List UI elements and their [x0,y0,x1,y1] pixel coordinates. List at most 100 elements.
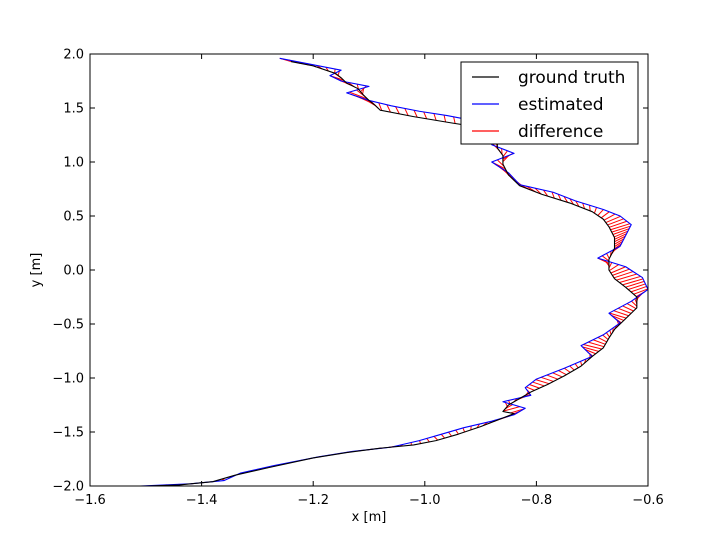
y-tick-label: 2.0 [63,48,84,63]
difference-segment [583,343,602,350]
difference-segment [588,341,605,348]
difference-segment [597,336,607,343]
difference-segment [510,408,525,414]
x-tick-label: −1.6 [74,493,106,508]
difference-segment [610,266,626,274]
difference-segment [575,200,580,207]
y-tick-label: −0.5 [52,318,84,333]
estimated-line [140,57,648,486]
y-tick-label: −1.5 [52,426,84,441]
difference-segment [526,386,535,391]
difference-segment [455,429,459,435]
x-tick-label: −1.4 [186,493,218,508]
difference-segment [617,307,632,314]
difference-segment [574,363,579,369]
difference-segment [606,253,610,259]
difference-segment [603,213,616,221]
y-tick-label: 1.0 [63,156,84,171]
difference-segment [413,110,418,118]
difference-segment [612,268,630,276]
difference-segment [589,205,591,211]
difference-segment [453,116,456,124]
difference-segment [404,108,409,116]
difference-segment [613,271,634,279]
difference-segment [626,303,637,310]
difference-segment [613,310,629,317]
difference-segment [502,150,508,158]
difference-segment [614,233,627,240]
difference-segment [503,406,520,412]
difference-segment [378,102,383,111]
difference-segment [622,278,644,286]
plot-area [140,57,648,486]
difference-segment [602,334,609,340]
difference-segment [569,365,575,371]
x-tick-label: −0.6 [632,493,664,508]
difference-segment [349,91,368,100]
difference-segment [540,376,554,382]
difference-segment [543,189,549,197]
difference-segment [593,207,597,214]
legend-label: difference [518,122,603,142]
difference-segment [448,431,452,437]
difference-segment [605,332,610,338]
difference-segment [433,435,439,441]
difference-segment [386,104,391,113]
difference-segment [614,235,626,243]
difference-segment [609,264,619,272]
x-axis-label: x [m] [352,510,387,525]
difference-segment [580,361,583,366]
difference-segment [569,198,574,205]
difference-segment [612,228,630,235]
difference-segment [601,255,610,262]
difference-segment [433,113,437,121]
difference-segment [597,209,604,216]
difference-segment [614,238,625,245]
difference-segment [631,300,638,307]
difference-segment [563,196,568,203]
difference-segment [625,280,645,288]
difference-segment [619,275,641,283]
difference-segment [551,191,555,199]
difference-segment [607,218,624,226]
legend-box [460,61,639,145]
difference-segment [529,384,540,389]
difference-segment [614,240,623,247]
difference-segment [337,70,340,76]
y-tick-label: 0.0 [63,264,84,279]
difference-segment [604,260,610,267]
difference-segment [584,348,596,355]
x-tick-label: −0.8 [521,493,553,508]
difference-segment [611,315,624,321]
difference-segment [592,339,606,345]
difference-segment [546,374,559,380]
difference-segment [630,285,647,293]
difference-segment [613,243,622,250]
difference-segment [609,220,628,228]
difference-segment [611,225,631,233]
legend: ground truth estimated difference [460,61,639,145]
difference-segment [633,288,648,295]
y-tick-label: 1.5 [63,102,84,117]
difference-segment [535,379,550,385]
difference-segment [616,273,638,281]
difference-segment [423,111,428,120]
difference-segment [440,433,446,439]
y-tick-label: 0.5 [63,210,84,225]
difference-segment [628,283,646,291]
difference-segment [558,370,567,376]
x-tick-label: −1.2 [297,493,329,508]
legend-label: ground truth [518,68,625,88]
axes-layer: −1.6 −1.4 −1.2 −1.0 −0.8 −0.6 −2.0 −1.5 −1.0 −0.5… [52,48,663,509]
difference-segment [426,438,430,443]
y-axis-label: y [m] [29,253,44,288]
difference-segment [564,367,571,373]
plot-data-layer [140,57,648,486]
difference-segment [613,230,629,238]
difference-segment [502,154,510,162]
difference-segment [610,223,631,231]
y-tick-label: −1.0 [52,372,84,387]
difference-segment [395,106,400,115]
difference-segment [582,346,599,352]
